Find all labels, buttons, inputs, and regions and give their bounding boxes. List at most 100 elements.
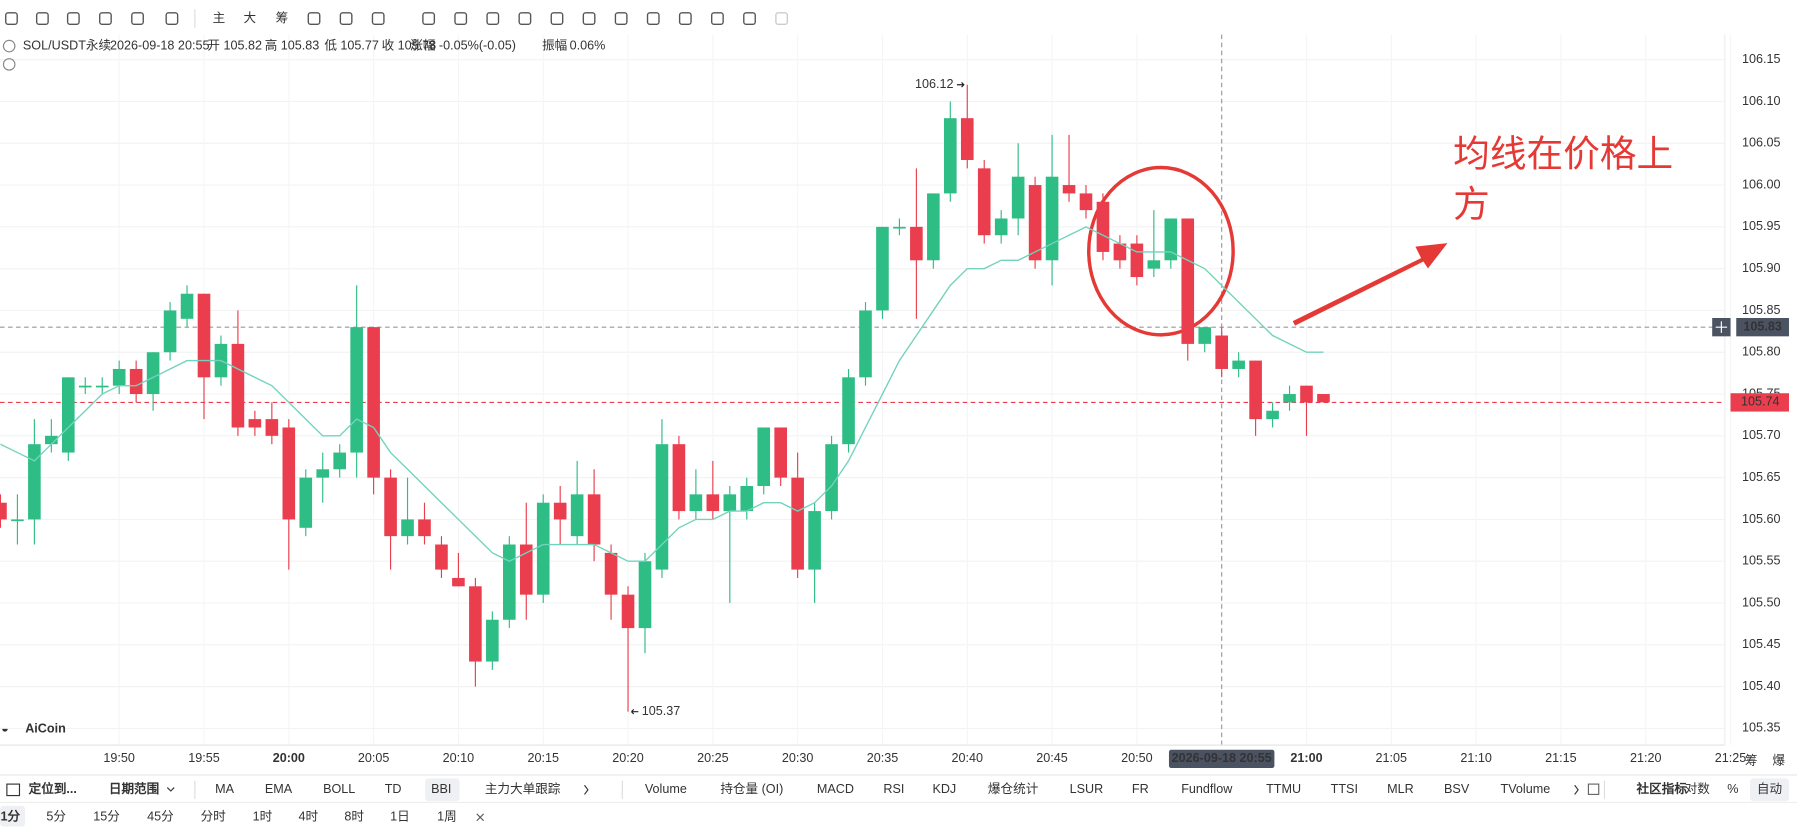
period-tab[interactable]: 8时: [344, 810, 364, 824]
tool-icon[interactable]: [422, 12, 436, 25]
indicator-tab[interactable]: %: [1727, 782, 1738, 796]
x-tick-label: 20:25: [697, 751, 729, 765]
high-arrow: [956, 82, 965, 88]
header-label: 高: [265, 37, 278, 52]
indicator-tab[interactable]: RSI: [883, 782, 904, 796]
period-tab[interactable]: 1分: [1, 809, 21, 824]
period-tab[interactable]: 45分: [147, 810, 174, 824]
close-icon[interactable]: [476, 813, 485, 822]
indicator-tab[interactable]: 持仓量 (OI): [720, 782, 783, 796]
candle-body: [146, 352, 160, 395]
axis-extra[interactable]: 筹: [1745, 753, 1758, 768]
period-tab[interactable]: 1时: [253, 810, 273, 824]
indicator-tab[interactable]: 对数: [1685, 782, 1711, 796]
candle-body: [960, 118, 974, 160]
indicator-tab[interactable]: TTMU: [1266, 782, 1301, 796]
header-toggle[interactable]: [2, 58, 16, 71]
candle-body: [418, 519, 431, 537]
indicator-tab[interactable]: 爆仓统计: [988, 782, 1039, 796]
candle-body: [977, 168, 991, 236]
tool-icon[interactable]: [99, 12, 112, 25]
indicator-tab[interactable]: BOLL: [323, 782, 355, 796]
tool-icon[interactable]: [678, 12, 692, 25]
candle-body: [706, 494, 720, 512]
indicator-tab[interactable]: Fundflow: [1181, 782, 1233, 796]
indicator-tab[interactable]: TTSI: [1331, 782, 1358, 796]
tool-text[interactable]: 大: [244, 11, 257, 25]
candle-body: [265, 419, 279, 436]
candle-body: [11, 519, 24, 522]
period-tab[interactable]: 15分: [93, 810, 120, 824]
bbi-line: [0, 226, 1324, 562]
indicator-tab[interactable]: BSV: [1444, 782, 1470, 796]
indicator-tab[interactable]: TD: [385, 782, 402, 796]
highlight-circle: [1087, 165, 1235, 337]
tool-icon[interactable]: [165, 12, 179, 25]
x-tick-label: 19:50: [103, 751, 135, 765]
tool-icon[interactable]: [582, 12, 596, 25]
indicator-tab[interactable]: MA: [215, 782, 234, 796]
tool-icon[interactable]: [66, 12, 80, 25]
chevron[interactable]: [1574, 784, 1579, 795]
y-tick-label: 106.15: [1742, 52, 1781, 66]
indicator-tab[interactable]: EMA: [265, 782, 293, 796]
indicator-tab[interactable]: 主力大单跟踪: [485, 782, 561, 796]
period-tab[interactable]: 分时: [201, 810, 227, 824]
candle-body: [112, 368, 126, 386]
header-value: 105.82: [223, 38, 262, 52]
indicator-tab[interactable]: TVolume: [1501, 782, 1551, 796]
tool-icon[interactable]: [454, 12, 468, 25]
candle-body: [231, 343, 245, 428]
tool-icon[interactable]: [371, 12, 385, 25]
tool-icon[interactable]: [307, 12, 321, 25]
indicator-tab[interactable]: LSUR: [1070, 782, 1104, 796]
ui: 105.35 105.40 105.45 105.50 105.55 105.60 105.…: [1, 9, 1789, 824]
y-tick-label: 105.95: [1742, 219, 1781, 233]
candle-body: [604, 552, 618, 595]
tool-icon[interactable]: [35, 12, 49, 25]
tool-icon[interactable]: [711, 12, 724, 25]
y-tick-label: 105.90: [1742, 261, 1781, 275]
indicator-tab[interactable]: BBI: [431, 782, 451, 796]
tool-icon[interactable]: [614, 12, 628, 25]
header-label: 开: [207, 38, 220, 52]
period-tab[interactable]: 1周: [437, 810, 457, 824]
plus-icon: [1715, 321, 1728, 333]
indicator-tab[interactable]: FR: [1132, 782, 1149, 796]
header-symbol: SOL/USDT永续: [23, 38, 112, 52]
indicator-tab[interactable]: 定位到...: [29, 781, 77, 796]
indicator-tab[interactable]: KDJ: [932, 782, 956, 796]
tool-icon[interactable]: [550, 12, 564, 25]
candle-body: [62, 377, 75, 453]
indicator-tab[interactable]: Volume: [645, 782, 687, 796]
tool-icon[interactable]: [339, 12, 353, 25]
tool-icon[interactable]: [486, 12, 500, 25]
tool-text[interactable]: 筹: [276, 10, 289, 25]
candle-body: [1096, 201, 1110, 252]
candle-body: [384, 477, 397, 537]
header-toggle[interactable]: [2, 39, 16, 53]
x-tick-label: 21:05: [1376, 751, 1408, 765]
axis-extra[interactable]: 爆: [1772, 754, 1785, 768]
tool-icon[interactable]: [518, 12, 532, 25]
tool-icon[interactable]: [775, 12, 789, 25]
period-tab[interactable]: 5分: [46, 810, 66, 824]
tool-icon[interactable]: [646, 12, 660, 25]
indicator-tab[interactable]: 社区指标: [1636, 781, 1688, 796]
indicator-tab[interactable]: 日期范围: [109, 781, 159, 796]
high-label: 106.12: [915, 77, 954, 91]
indicator-tab[interactable]: MACD: [817, 782, 854, 796]
tool-icon[interactable]: [131, 12, 144, 25]
period-tab[interactable]: 4时: [298, 810, 318, 824]
indicator-tab[interactable]: MLR: [1387, 782, 1414, 796]
edit-icon: [1587, 783, 1600, 795]
chevron[interactable]: [584, 784, 589, 795]
period-tab[interactable]: 1日: [390, 810, 410, 824]
candle-body: [0, 502, 7, 520]
indicator-tab[interactable]: 自动: [1757, 782, 1782, 796]
tool-icon[interactable]: [5, 12, 18, 25]
tool-text[interactable]: 主: [213, 11, 226, 25]
tool-icon[interactable]: [743, 12, 756, 25]
candle-body: [1232, 360, 1245, 369]
